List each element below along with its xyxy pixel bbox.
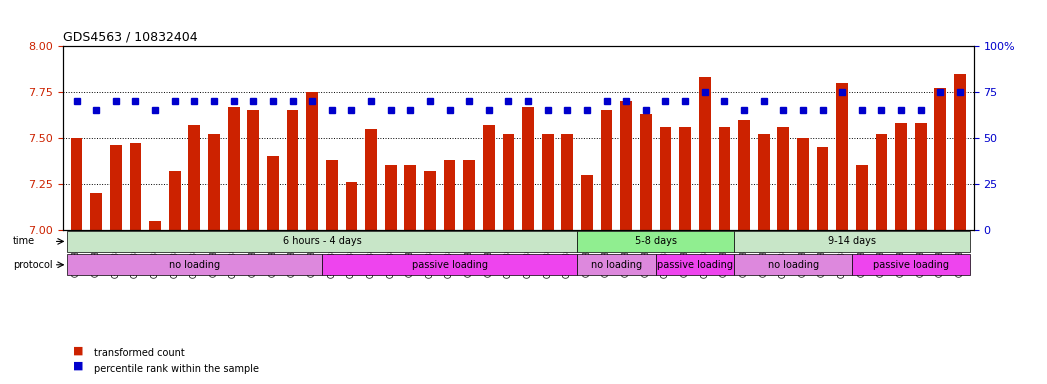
Bar [503,134,514,230]
Text: transformed count: transformed count [94,348,185,358]
Bar [915,123,927,230]
Bar [424,171,436,230]
Bar [875,134,888,230]
Text: ■: ■ [73,345,84,355]
FancyBboxPatch shape [734,231,970,252]
Bar [935,88,946,230]
Text: no loading: no loading [169,260,220,270]
Bar [188,125,200,230]
Text: protocol: protocol [13,260,52,270]
Text: no loading: no loading [591,260,642,270]
Bar [208,134,220,230]
Bar [895,123,907,230]
Bar [365,129,377,230]
Bar [758,134,770,230]
FancyBboxPatch shape [577,231,734,252]
Text: percentile rank within the sample: percentile rank within the sample [94,364,260,374]
Bar [777,127,789,230]
Bar [267,156,279,230]
Bar [680,127,691,230]
FancyBboxPatch shape [322,254,577,275]
Bar [601,110,612,230]
Bar [444,160,455,230]
Bar [954,74,966,230]
FancyBboxPatch shape [577,254,655,275]
FancyBboxPatch shape [734,254,852,275]
Bar [463,160,475,230]
Bar [483,125,494,230]
Bar [110,145,121,230]
Text: 9-14 days: 9-14 days [828,237,876,247]
Bar [797,138,809,230]
Text: passive loading: passive loading [873,260,949,270]
Text: passive loading: passive loading [411,260,488,270]
Bar [640,114,651,230]
Bar [130,143,141,230]
Bar [718,127,731,230]
Bar [149,220,161,230]
Bar [169,171,181,230]
Bar [699,77,711,230]
FancyBboxPatch shape [67,231,577,252]
Bar [817,147,828,230]
Text: time: time [13,237,35,247]
Bar [660,127,671,230]
Bar [738,119,750,230]
Bar [581,175,593,230]
Bar [228,107,240,230]
Bar [287,110,298,230]
Bar [306,92,318,230]
Text: passive loading: passive loading [656,260,733,270]
Bar [247,110,260,230]
Bar [542,134,554,230]
FancyBboxPatch shape [852,254,970,275]
Text: GDS4563 / 10832404: GDS4563 / 10832404 [63,30,198,43]
FancyBboxPatch shape [655,254,734,275]
Bar [856,166,868,230]
Bar [346,182,357,230]
Bar [522,107,534,230]
FancyBboxPatch shape [67,254,322,275]
Bar [90,193,103,230]
Bar [620,101,632,230]
Text: 5-8 days: 5-8 days [634,237,676,247]
Text: 6 hours - 4 days: 6 hours - 4 days [283,237,361,247]
Bar [385,166,397,230]
Text: ■: ■ [73,361,84,371]
Bar [404,166,416,230]
Bar [561,134,574,230]
Bar [837,83,848,230]
Bar [326,160,337,230]
Text: no loading: no loading [767,260,819,270]
Bar [70,138,83,230]
